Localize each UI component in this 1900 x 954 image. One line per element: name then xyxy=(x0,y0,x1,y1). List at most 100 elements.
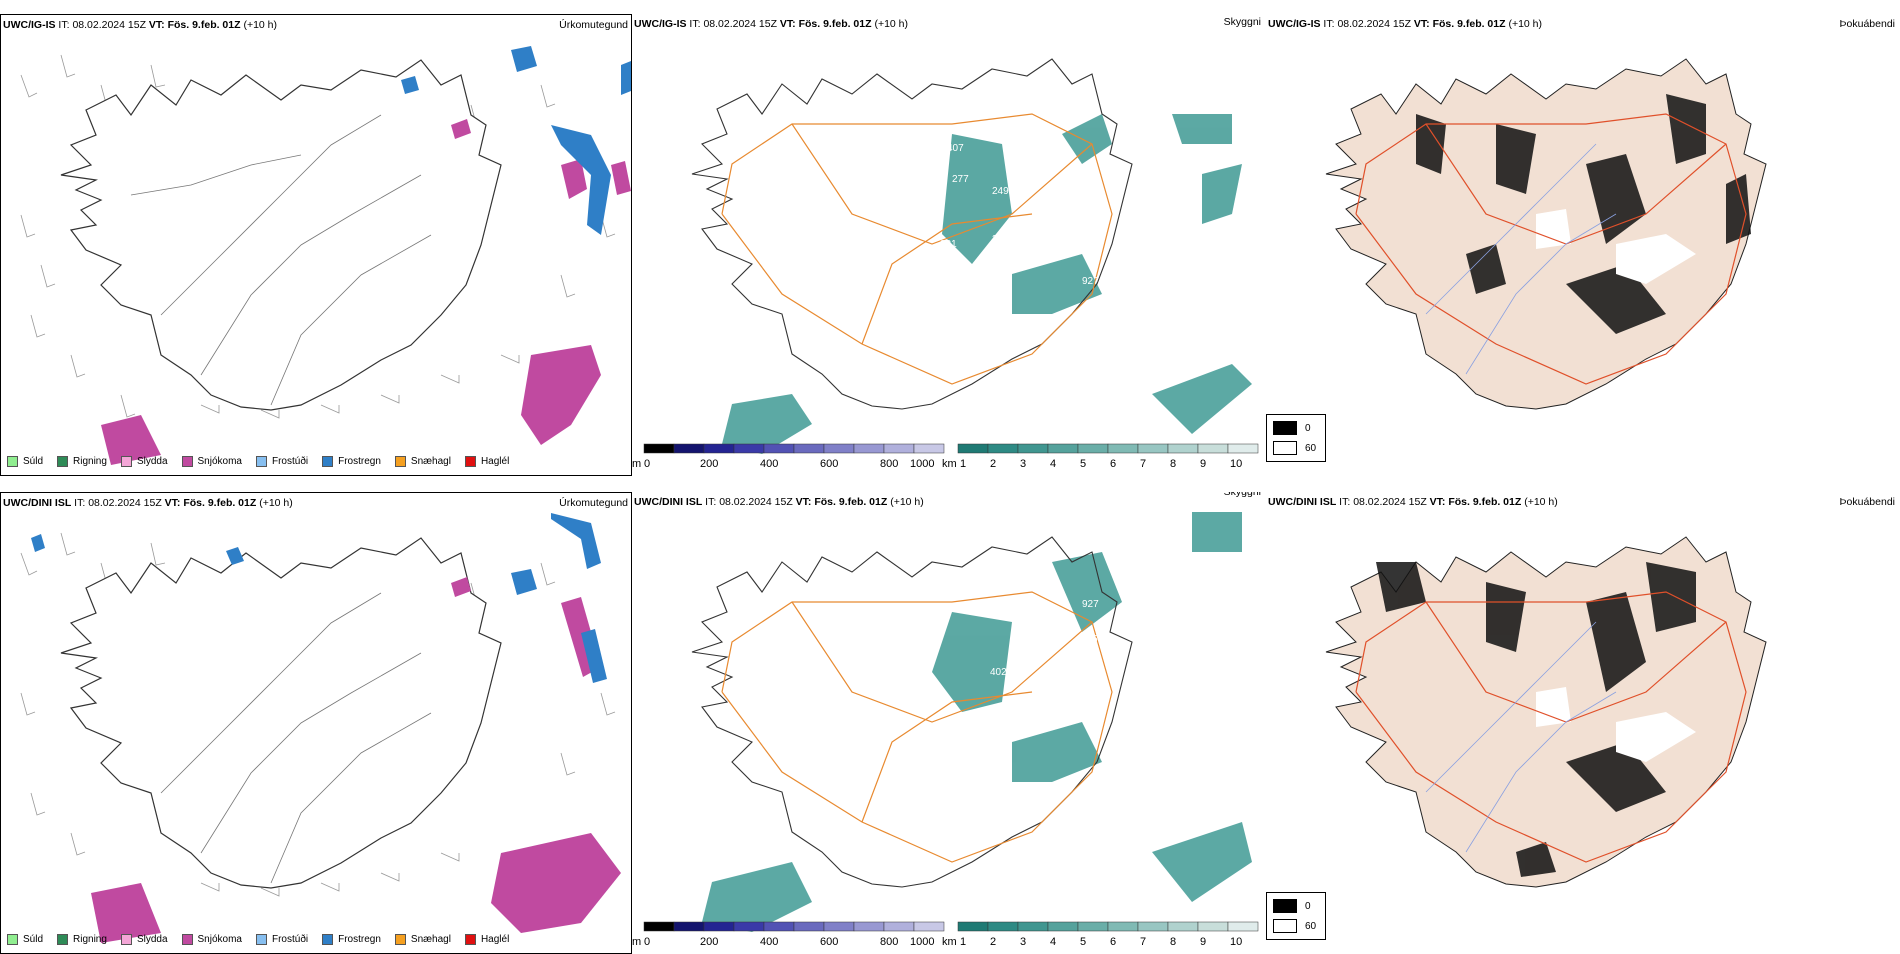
cloud-map: 927 57 402 414 262 62 xyxy=(691,512,1252,932)
panel-title: Þokuábendi xyxy=(1839,496,1895,508)
legend-item: Slydda xyxy=(120,456,168,467)
fog-dark-areas xyxy=(1416,94,1751,334)
km-swatch xyxy=(1137,921,1169,932)
fog-map xyxy=(1325,58,1767,410)
km-tick: 6 xyxy=(1110,936,1116,948)
legend-item: Rigning xyxy=(57,456,107,467)
km-tick: 2 xyxy=(990,458,996,470)
m-swatch xyxy=(673,921,705,932)
km-unit: km xyxy=(942,458,957,470)
legend-swatch xyxy=(181,934,193,945)
cloud-colorbar: m km 0 200 400 600 800 1000 1 2 3 4 5 6 … xyxy=(632,921,1259,948)
m-swatch xyxy=(703,443,735,454)
precip-map xyxy=(20,46,631,465)
panel-header: UWC/IG-IS IT: 08.02.2024 15Z VT: Fös. 9.… xyxy=(3,19,278,31)
cloud-value-label: 927 xyxy=(1082,276,1099,287)
km-swatch xyxy=(1107,443,1139,454)
panel-title: Úrkomutegund xyxy=(559,497,628,509)
km-swatch xyxy=(1017,921,1049,932)
m-tick: 800 xyxy=(880,458,898,470)
m-swatch xyxy=(853,921,885,932)
m-swatch xyxy=(733,921,765,932)
iceland-outline xyxy=(60,59,502,411)
legend-item: Frostregn xyxy=(322,456,381,467)
cloud-value-label: 414 xyxy=(1050,697,1067,708)
fog-map xyxy=(1325,536,1767,888)
freezing-rain-areas xyxy=(31,513,607,683)
m-swatches xyxy=(643,443,945,454)
cloud-areas xyxy=(702,512,1252,932)
m-tick: 200 xyxy=(700,936,718,948)
legend-swatch xyxy=(255,934,267,945)
legend-swatch xyxy=(394,934,406,945)
legend-item: Frostregn xyxy=(322,934,381,945)
legend-swatch xyxy=(181,456,193,467)
km-tick: 7 xyxy=(1140,936,1146,948)
rivers xyxy=(160,592,432,884)
legend-swatch xyxy=(255,456,267,467)
panel-header: UWC/IG-IS IT: 08.02.2024 15Z VT: Fös. 9.… xyxy=(1268,18,1543,30)
legend-item: Frostúði xyxy=(255,456,308,467)
cloud-labels: 407 249 277 231 293 927 xyxy=(940,143,1099,287)
iceland-outline xyxy=(60,537,502,889)
fog-white-areas xyxy=(1536,687,1696,762)
cloud-value-label: 231 xyxy=(940,239,957,250)
legend-item: Snjókoma xyxy=(181,934,242,945)
m-swatches xyxy=(643,921,945,932)
legend-item: Snæhagl xyxy=(394,934,451,945)
panel-title: Þokuábendi xyxy=(1839,18,1895,30)
km-tick: 9 xyxy=(1200,936,1206,948)
fog-white-areas xyxy=(1536,209,1696,284)
freezing-rain-areas xyxy=(401,46,631,235)
fog-swatch xyxy=(1273,919,1297,933)
cloud-value-label: 262 xyxy=(944,722,961,733)
m-swatch xyxy=(793,443,825,454)
precip-legend: Súld Rigning Slydda Snjókoma Frostúði Fr… xyxy=(7,934,509,945)
fog-legend-top: 0 60 xyxy=(1266,414,1326,462)
m-ticks: 0 200 400 600 800 1000 xyxy=(644,936,934,948)
m-swatch xyxy=(913,921,945,932)
m-tick: 600 xyxy=(820,458,838,470)
m-tick: 1000 xyxy=(910,936,934,948)
m-unit: m xyxy=(632,936,641,948)
m-tick: 400 xyxy=(760,458,778,470)
legend-item: Snjókoma xyxy=(181,456,242,467)
precip-type-panel-top: UWC/IG-IS IT: 08.02.2024 15Z VT: Fös. 9.… xyxy=(0,14,632,476)
km-swatch xyxy=(987,443,1019,454)
km-tick: 1 xyxy=(960,936,966,948)
cloud-value-label: 57 xyxy=(1092,634,1104,645)
km-ticks: 1 2 3 4 5 6 7 8 9 10 xyxy=(960,458,1242,470)
snow-areas xyxy=(91,577,621,943)
legend-swatch xyxy=(120,934,132,945)
m-tick: 800 xyxy=(880,936,898,948)
km-swatch xyxy=(1197,921,1229,932)
m-tick: 600 xyxy=(820,936,838,948)
legend-swatch xyxy=(322,934,334,945)
m-tick: 200 xyxy=(700,458,718,470)
m-swatch xyxy=(823,921,855,932)
rivers xyxy=(1425,143,1617,375)
panel-header: UWC/DINI ISL IT: 08.02.2024 15Z VT: Fös.… xyxy=(634,496,924,508)
m-swatch xyxy=(643,921,675,932)
fog-panel-top: UWC/IG-IS IT: 08.02.2024 15Z VT: Fös. 9.… xyxy=(1266,14,1898,476)
km-swatches xyxy=(957,921,1259,932)
km-swatch xyxy=(1047,921,1079,932)
km-tick: 10 xyxy=(1230,458,1242,470)
m-swatch xyxy=(823,443,855,454)
cloud-value-label: 62 xyxy=(935,861,947,872)
m-tick: 400 xyxy=(760,936,778,948)
legend-swatch xyxy=(7,456,18,467)
m-tick: 0 xyxy=(644,936,650,948)
km-swatch xyxy=(1227,921,1259,932)
cloud-areas xyxy=(722,114,1252,454)
precip-legend: Súld Rigning Slydda Snjókoma Frostúði Fr… xyxy=(7,456,509,467)
legend-item: Frostúði xyxy=(255,934,308,945)
m-swatch xyxy=(853,443,885,454)
m-swatch xyxy=(703,921,735,932)
panel-title: Skyggni xyxy=(1223,16,1261,28)
km-swatch xyxy=(1227,443,1259,454)
fog-legend-bottom: 0 60 xyxy=(1266,892,1326,940)
km-swatch xyxy=(957,921,989,932)
km-tick: 9 xyxy=(1200,458,1206,470)
cloud-colorbar: m km 0 200 400 600 800 1000 1 2 3 4 5 6 … xyxy=(632,443,1259,470)
